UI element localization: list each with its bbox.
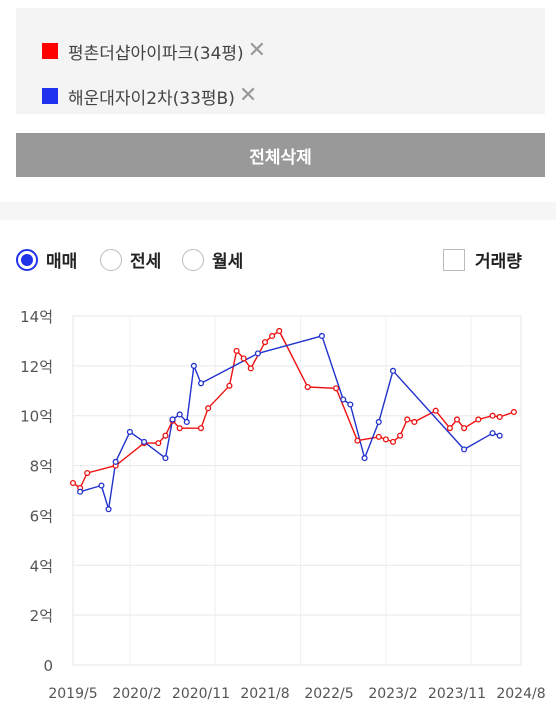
x-tick-label: 2020/2 — [112, 686, 161, 702]
volume-label: 거래량 — [475, 252, 522, 272]
data-point[interactable] — [254, 350, 261, 357]
data-point[interactable] — [361, 455, 368, 462]
radio-sale[interactable]: 매매 — [16, 247, 77, 272]
data-point[interactable] — [389, 438, 397, 445]
x-tick-label: 2021/8 — [240, 686, 289, 702]
data-point[interactable] — [126, 428, 133, 435]
data-point[interactable] — [162, 432, 169, 439]
data-point[interactable] — [510, 408, 517, 416]
data-point[interactable] — [112, 458, 119, 465]
x-tick-label: 2020/11 — [172, 686, 230, 702]
radio-label-sale: 매매 — [46, 252, 78, 272]
data-point[interactable] — [69, 479, 77, 487]
data-point[interactable] — [105, 506, 112, 513]
legend-label-2: 해운대자이2차(33평B) — [68, 88, 235, 109]
data-point[interactable] — [446, 425, 453, 432]
data-point[interactable] — [141, 438, 148, 445]
data-point[interactable] — [304, 383, 311, 391]
data-point[interactable] — [84, 470, 91, 477]
data-point[interactable] — [276, 327, 283, 335]
data-point[interactable] — [247, 365, 254, 372]
data-point[interactable] — [496, 432, 503, 439]
data-point[interactable] — [432, 407, 439, 414]
legend-item-2: 해운대자이2차(33평B) ✕ — [42, 83, 258, 109]
data-point[interactable] — [489, 430, 496, 437]
data-point[interactable] — [496, 413, 503, 421]
data-point[interactable] — [375, 433, 382, 440]
y-tick-label: 6억 — [30, 507, 53, 525]
data-point[interactable] — [233, 347, 240, 354]
data-point[interactable] — [397, 432, 404, 439]
x-tick-label: 2019/5 — [48, 686, 97, 702]
data-point[interactable] — [375, 418, 382, 425]
legend-label-1: 평촌더샵아이파크(34평) — [68, 43, 244, 64]
legend-swatch-red — [42, 43, 58, 59]
data-point[interactable] — [347, 401, 354, 408]
data-point[interactable] — [226, 382, 233, 389]
section-divider — [0, 202, 556, 220]
data-point[interactable] — [205, 405, 212, 412]
close-icon[interactable]: ✕ — [247, 38, 267, 63]
data-point[interactable] — [155, 440, 162, 447]
y-tick-label: 8억 — [30, 458, 53, 476]
data-point[interactable] — [240, 355, 247, 362]
y-tick-label: 12억 — [20, 358, 53, 376]
plot-frame — [72, 315, 522, 666]
selected-apartments-panel: 평촌더샵아이파크(34평) ✕ 해운대자이2차(33평B) ✕ — [16, 8, 545, 114]
price-line-chart: 0 2억 4억 6억 8억 10억 12억 14억 2019/5 2020/2 2020/11 20… — [20, 308, 546, 702]
radio-label-jeonse: 전세 — [130, 252, 162, 272]
data-point[interactable] — [183, 418, 190, 425]
volume-checkbox[interactable]: 거래량 — [443, 247, 522, 272]
data-point[interactable] — [382, 436, 389, 443]
data-point[interactable] — [461, 446, 468, 453]
x-tick-label: 2022/5 — [304, 686, 353, 702]
radio-circle — [182, 248, 204, 271]
data-point[interactable] — [162, 455, 169, 462]
data-point[interactable] — [176, 425, 183, 432]
y-tick-label: 4억 — [30, 557, 53, 575]
radio-jeonse[interactable]: 전세 — [100, 247, 161, 272]
x-tick-label: 2023/2 — [368, 686, 417, 702]
data-point[interactable] — [389, 367, 397, 374]
series-line-2 — [79, 335, 500, 510]
data-point[interactable] — [354, 437, 361, 444]
data-point[interactable] — [261, 339, 269, 346]
radio-circle-selected — [16, 248, 38, 271]
data-point[interactable] — [190, 362, 197, 369]
data-point[interactable] — [98, 482, 105, 489]
data-point[interactable] — [77, 488, 84, 495]
radio-circle — [100, 248, 122, 271]
data-point[interactable] — [461, 425, 468, 432]
checkbox-box — [443, 248, 465, 271]
data-point[interactable] — [333, 385, 340, 392]
data-point[interactable] — [411, 418, 418, 425]
close-icon[interactable]: ✕ — [238, 83, 258, 108]
radio-monthly-rent[interactable]: 월세 — [182, 247, 243, 272]
data-point[interactable] — [169, 416, 176, 423]
data-point[interactable] — [197, 425, 205, 432]
y-tick-label: 10억 — [20, 408, 53, 426]
data-point[interactable] — [475, 416, 482, 423]
data-point[interactable] — [453, 416, 461, 423]
data-point[interactable] — [404, 416, 411, 423]
data-point[interactable] — [340, 396, 347, 403]
delete-all-button[interactable]: 전체삭제 — [16, 133, 545, 177]
data-point[interactable] — [269, 332, 276, 339]
data-point[interactable] — [489, 412, 496, 419]
radio-label-monthly: 월세 — [212, 252, 244, 272]
x-tick-label: 2023/11 — [428, 686, 486, 702]
y-tick-label: 0 — [43, 657, 53, 675]
y-tick-label: 14억 — [20, 308, 53, 326]
data-point[interactable] — [197, 380, 205, 387]
legend-swatch-blue — [42, 88, 58, 104]
data-point[interactable] — [318, 332, 325, 339]
x-tick-label: 2024/8 — [496, 686, 545, 702]
legend-item-1: 평촌더샵아이파크(34평) ✕ — [42, 38, 267, 64]
y-tick-label: 2억 — [30, 607, 53, 625]
series-line-1 — [72, 330, 515, 489]
data-point[interactable] — [176, 411, 183, 418]
